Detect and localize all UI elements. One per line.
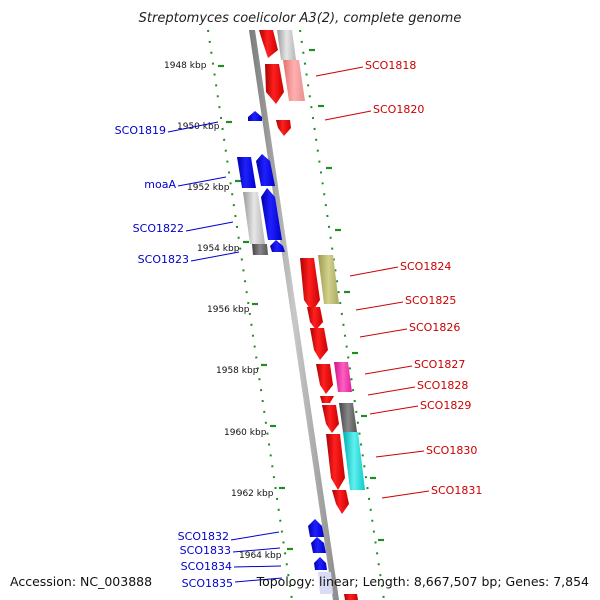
map-title: Streptomyces coelicolor A3(2), complete … (139, 11, 462, 26)
gene-arrow[interactable] (237, 157, 256, 188)
kbp-label: 1960 kbp (224, 428, 267, 438)
reverse-labels: SCO1819 moaA SCO1822 SCO1823 SCO1832 SCO… (115, 124, 233, 590)
gene-arrow[interactable] (314, 557, 327, 570)
gene-label[interactable]: SCO1830 (426, 444, 477, 457)
gene-label[interactable]: SCO1828 (417, 379, 468, 392)
gene-arrow[interactable] (300, 258, 320, 312)
gene-label[interactable]: SCO1832 (178, 530, 229, 543)
kbp-label: 1958 kbp (216, 366, 259, 376)
gene-box[interactable] (252, 244, 268, 255)
gene-arrow[interactable] (308, 519, 324, 537)
gene-arrow[interactable] (332, 490, 349, 514)
gene-box[interactable] (318, 255, 339, 304)
kbp-label: 1950 kbp (177, 122, 220, 132)
forward-genes[interactable] (259, 30, 365, 600)
gene-label[interactable]: SCO1833 (180, 544, 231, 557)
gene-label[interactable]: SCO1834 (181, 560, 232, 573)
gene-arrow[interactable] (276, 120, 291, 136)
gene-label[interactable]: SCO1822 (133, 222, 184, 235)
kbp-label: 1962 kbp (231, 489, 274, 499)
gene-label[interactable]: SCO1820 (373, 103, 424, 116)
gene-arrow[interactable] (316, 364, 333, 394)
gene-arrow[interactable] (259, 30, 278, 58)
gene-label[interactable]: SCO1824 (400, 260, 451, 273)
gene-box[interactable] (318, 572, 333, 594)
ruler-labels: 1948 kbp 1950 kbp 1952 kbp 1954 kbp 1956… (164, 61, 282, 561)
reverse-genes[interactable] (237, 111, 333, 594)
gene-label[interactable]: SCO1826 (409, 321, 460, 334)
gene-label[interactable]: SCO1835 (182, 577, 233, 590)
gene-box[interactable] (277, 30, 296, 60)
gene-label[interactable]: SCO1831 (431, 484, 482, 497)
major-ticks (218, 48, 384, 551)
reverse-leaders (167, 121, 283, 583)
gene-box[interactable] (339, 403, 357, 432)
gene-arrow[interactable] (311, 537, 326, 553)
forward-leaders (315, 66, 430, 499)
gene-arrow[interactable] (326, 434, 345, 490)
gene-arrow[interactable] (270, 240, 285, 252)
gene-arrow[interactable] (256, 154, 275, 186)
gene-arrow[interactable] (248, 111, 262, 121)
kbp-label: 1964 kbp (239, 551, 282, 561)
gene-box[interactable] (283, 60, 305, 101)
gene-arrow[interactable] (307, 307, 323, 330)
gene-label[interactable]: SCO1827 (414, 358, 465, 371)
gene-label[interactable]: SCO1823 (138, 253, 189, 266)
gene-arrow[interactable] (310, 328, 328, 360)
kbp-label: 1954 kbp (197, 244, 240, 254)
kbp-label: 1956 kbp (207, 305, 250, 315)
gene-label[interactable]: SCO1819 (115, 124, 166, 137)
genome-backbone (249, 30, 339, 600)
genome-summary: Topology: linear; Length: 8,667,507 bp; … (256, 574, 589, 589)
kbp-label: 1952 kbp (187, 183, 230, 193)
gene-box[interactable] (343, 432, 365, 490)
gene-arrow[interactable] (261, 188, 282, 240)
gene-arrow[interactable] (320, 396, 334, 403)
accession-text: Accession: NC_003888 (10, 574, 152, 589)
gene-arrow[interactable] (265, 64, 284, 104)
forward-labels: SCO1818 SCO1820 SCO1824 SCO1825 SCO1826 … (365, 59, 482, 497)
gene-label[interactable]: SCO1825 (405, 294, 456, 307)
gene-label[interactable]: moaA (144, 178, 176, 191)
gene-label[interactable]: SCO1818 (365, 59, 416, 72)
gene-arrow[interactable] (322, 405, 339, 433)
kbp-label: 1948 kbp (164, 61, 207, 71)
gene-box[interactable] (334, 362, 352, 392)
gene-arrow[interactable] (344, 594, 358, 600)
gene-box[interactable] (243, 192, 265, 244)
gene-label[interactable]: SCO1829 (420, 399, 471, 412)
